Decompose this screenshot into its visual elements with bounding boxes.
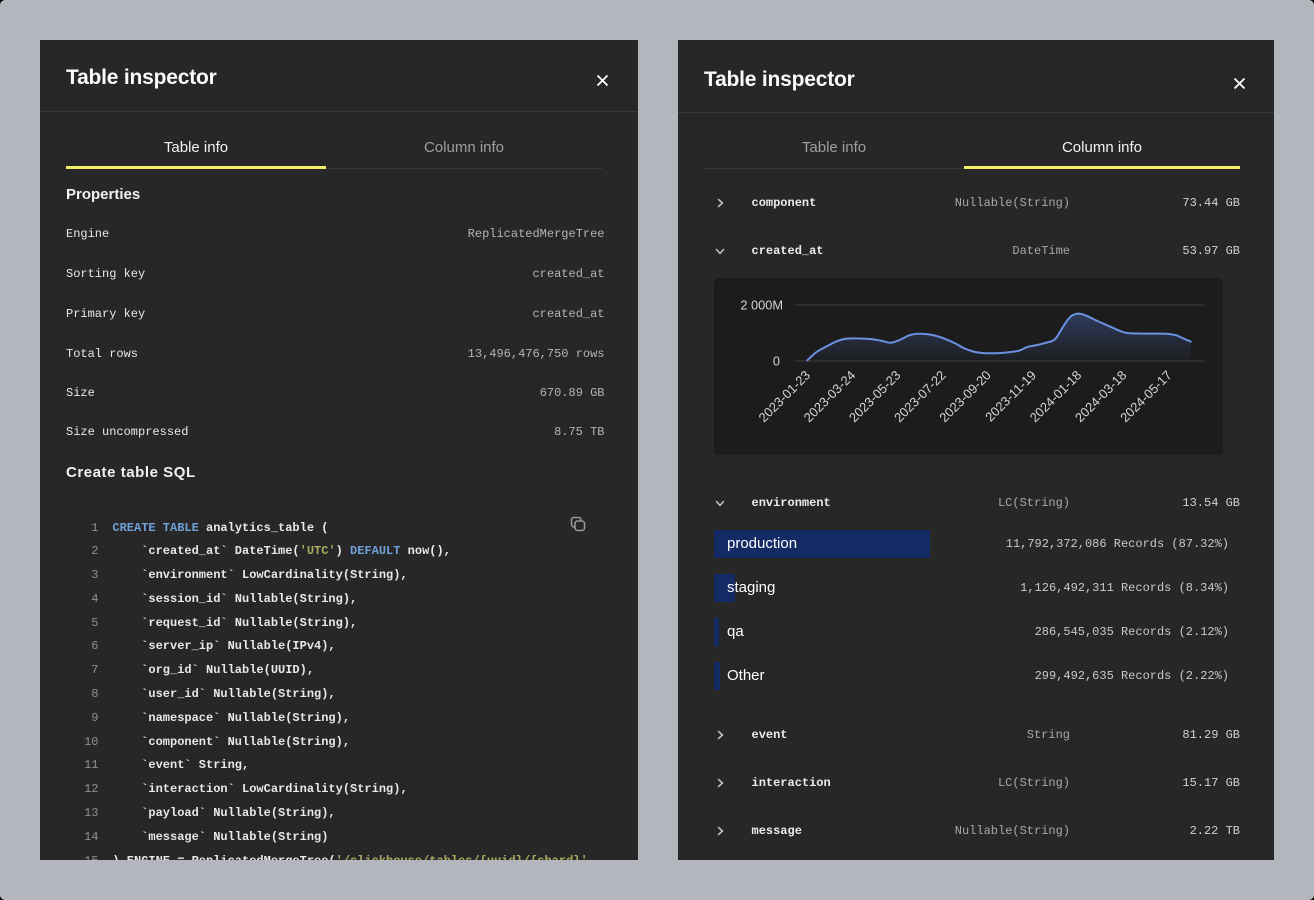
svg-text:2 000M: 2 000M: [740, 298, 783, 313]
svg-text:0: 0: [773, 354, 780, 369]
